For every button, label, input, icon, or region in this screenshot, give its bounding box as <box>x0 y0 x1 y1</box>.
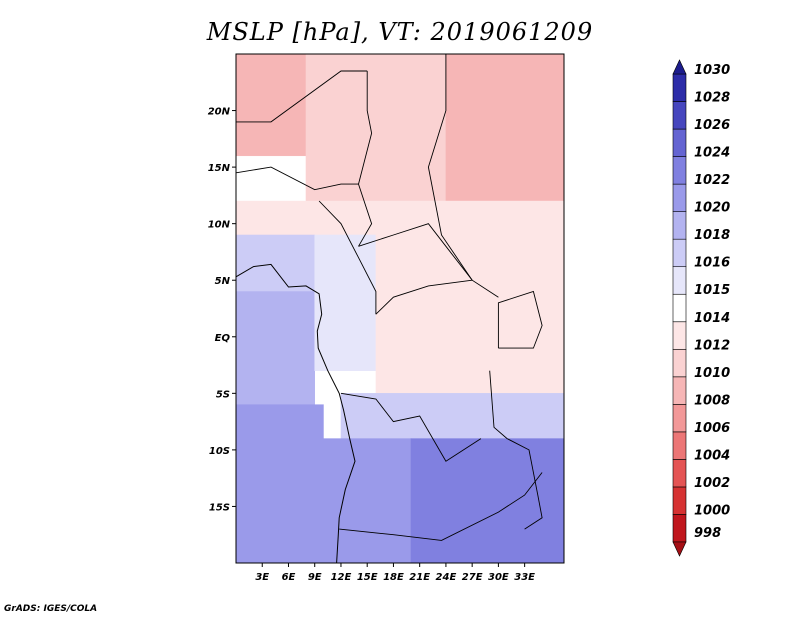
country-border-11 <box>506 438 543 530</box>
colorbar-swatch <box>672 321 687 350</box>
colorbar-swatch <box>672 156 687 185</box>
y-tick-label: 15N <box>208 163 231 174</box>
colorbar-swatch <box>672 266 687 295</box>
colorbar-swatch <box>672 128 687 157</box>
colorbar-swatch <box>672 486 687 515</box>
colorbar-level-label: 1015 <box>694 283 730 298</box>
colorbar-swatch <box>672 73 687 102</box>
mslp-region-sahel <box>236 200 564 236</box>
grads-credit: GrADS: IGES/COLA <box>4 604 98 614</box>
x-tick-label: 15E <box>357 572 378 583</box>
country-border-8 <box>339 472 543 541</box>
colorbar-swatch <box>672 431 687 460</box>
mslp-region-cameroon-gabon <box>314 234 377 371</box>
colorbar-level-label: 1026 <box>694 118 730 133</box>
colorbar-level-label: 1004 <box>694 448 730 463</box>
colorbar-swatch <box>672 211 687 240</box>
colorbar-level-label: 1016 <box>694 256 730 271</box>
colorbar-extend-low <box>672 541 687 557</box>
x-tick-label: 18E <box>383 572 404 583</box>
country-border-9 <box>497 290 543 349</box>
mslp-region-south-atlantic <box>236 404 324 563</box>
mslp-region-gulf-of-guinea <box>236 291 315 405</box>
country-border-2 <box>427 54 473 281</box>
mslp-region-angola <box>323 438 412 563</box>
mslp-region-sudan-northeast <box>445 54 564 202</box>
y-tick-label: 5S <box>216 389 230 400</box>
y-tick-label: 10N <box>208 220 231 231</box>
x-tick-label: 21E <box>409 572 430 583</box>
plot-title: MSLP [hPa], VT: 2019061209 <box>206 18 594 46</box>
colorbar-extend-high <box>672 59 687 75</box>
y-tick-label: 15S <box>209 502 230 513</box>
colorbar-level-label: 1012 <box>694 338 730 353</box>
colorbar-level-label: 1002 <box>694 476 730 491</box>
colorbar-level-label: 1030 <box>694 63 730 78</box>
country-border-0 <box>236 70 368 123</box>
colorbar-swatch <box>672 348 687 378</box>
country-border-4 <box>318 200 377 315</box>
colorbar-swatch <box>672 514 687 543</box>
x-tick-label: 12E <box>331 572 352 583</box>
x-tick-label: 30E <box>488 572 509 583</box>
y-tick-label: 5N <box>215 276 231 287</box>
colorbar-swatch <box>672 376 687 405</box>
mslp-region-sahara-central <box>305 54 447 202</box>
x-tick-label: 33E <box>514 572 535 583</box>
colorbar-swatch <box>672 238 687 268</box>
colorbar-level-label: 1014 <box>694 311 730 326</box>
colorbar-level-label: 1000 <box>694 503 730 518</box>
map-frame <box>235 53 565 564</box>
colorbar-level-label: 1010 <box>694 366 730 381</box>
x-tick-label: 27E <box>462 572 483 583</box>
colorbar-level-label: 1008 <box>694 393 730 408</box>
colorbar-level-label: 1022 <box>694 173 730 188</box>
colorbar-level-label: 1024 <box>694 146 730 161</box>
x-tick-label: 6E <box>282 572 296 583</box>
colorbar-swatch <box>672 101 687 130</box>
mslp-region-congo-south <box>340 393 564 439</box>
colorbar-level-label: 1006 <box>694 421 730 436</box>
mslp-region-zambia-mozambique <box>410 438 564 563</box>
colorbar-level-label: 1018 <box>694 228 730 243</box>
country-border-10 <box>489 370 508 439</box>
coastline <box>236 263 356 563</box>
x-tick-label: 24E <box>436 572 457 583</box>
country-border-5 <box>358 223 499 298</box>
colorbar-swatch <box>672 183 687 212</box>
colorbar-swatch <box>672 293 687 323</box>
country-border-6 <box>375 279 473 315</box>
colorbar-level-label: 998 <box>694 526 721 541</box>
colorbar-level-label: 1028 <box>694 91 730 106</box>
y-tick-label: EQ <box>215 333 231 344</box>
country-border-3 <box>236 166 359 191</box>
colorbar-swatch <box>672 404 687 433</box>
y-tick-label: 10S <box>209 446 230 457</box>
x-tick-label: 9E <box>308 572 322 583</box>
y-tick-label: 20N <box>208 107 231 118</box>
country-border-7 <box>340 392 482 462</box>
mslp-region-northwest-sahara <box>236 54 307 157</box>
x-tick-label: 3E <box>255 572 269 583</box>
colorbar-level-label: 1020 <box>694 201 730 216</box>
country-border-1 <box>358 71 373 247</box>
mslp-region-central-africa <box>375 234 564 394</box>
mslp-region-west-africa-coast <box>236 234 315 292</box>
colorbar-swatch <box>672 459 687 488</box>
